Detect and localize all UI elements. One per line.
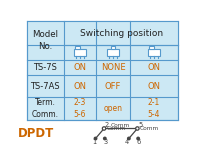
Circle shape xyxy=(136,127,139,130)
Bar xyxy=(64,22,178,45)
Text: ON: ON xyxy=(74,63,87,72)
Text: 4: 4 xyxy=(125,139,129,145)
Text: open: open xyxy=(103,104,122,113)
Bar xyxy=(148,49,160,56)
Bar xyxy=(27,22,63,45)
Text: 2: 2 xyxy=(105,122,109,128)
Text: ON: ON xyxy=(148,82,161,91)
Text: ON: ON xyxy=(148,63,161,72)
Bar xyxy=(74,49,86,56)
Text: NONE: NONE xyxy=(101,63,125,72)
Text: ON: ON xyxy=(74,82,87,91)
Text: 2-3
5-6: 2-3 5-6 xyxy=(74,98,86,119)
Circle shape xyxy=(136,137,140,140)
Bar xyxy=(149,46,154,49)
Text: Model
No.: Model No. xyxy=(32,30,58,51)
Text: 1: 1 xyxy=(92,139,96,145)
Text: OFF: OFF xyxy=(105,82,121,91)
Circle shape xyxy=(127,137,131,140)
Text: Comm: Comm xyxy=(107,126,126,131)
Text: 2-1
5-4: 2-1 5-4 xyxy=(148,98,160,119)
Text: 3: 3 xyxy=(104,139,108,145)
Text: TS-7AS: TS-7AS xyxy=(30,82,60,91)
Bar xyxy=(111,46,115,49)
Circle shape xyxy=(103,137,107,140)
Text: TS-7S: TS-7S xyxy=(33,63,57,72)
Bar xyxy=(107,49,119,56)
Text: Comm: Comm xyxy=(140,126,159,131)
Text: Comm: Comm xyxy=(111,123,130,128)
Circle shape xyxy=(94,137,97,140)
Text: 6: 6 xyxy=(137,139,141,145)
Bar xyxy=(27,21,178,120)
Text: DPDT: DPDT xyxy=(18,127,54,140)
Bar xyxy=(75,46,80,49)
Text: Term.
Comm.: Term. Comm. xyxy=(32,98,59,119)
Text: 5: 5 xyxy=(138,122,142,128)
Text: Switching position: Switching position xyxy=(80,29,163,38)
Circle shape xyxy=(102,127,106,130)
